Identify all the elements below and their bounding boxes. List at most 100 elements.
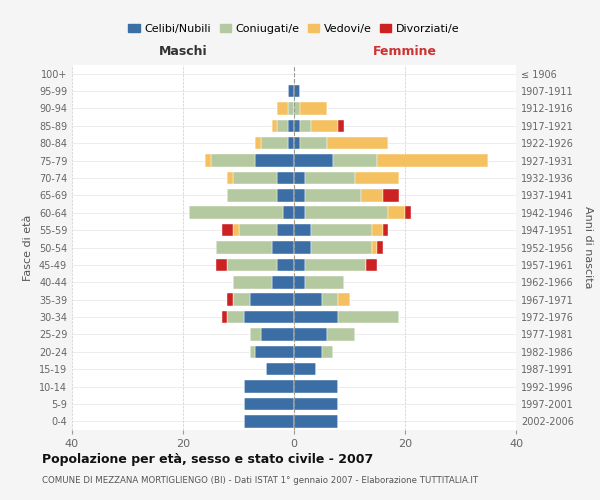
Bar xyxy=(305,258,366,271)
Bar xyxy=(361,189,383,202)
Bar xyxy=(405,206,410,219)
Bar xyxy=(244,398,294,410)
Bar xyxy=(294,380,338,393)
Text: Popolazione per età, sesso e stato civile - 2007: Popolazione per età, sesso e stato civil… xyxy=(42,452,373,466)
Bar xyxy=(388,206,405,219)
Bar xyxy=(244,415,294,428)
Bar xyxy=(294,120,299,132)
Bar xyxy=(216,258,227,271)
Bar xyxy=(244,380,294,393)
Text: COMUNE DI MEZZANA MORTIGLIENGO (BI) - Dati ISTAT 1° gennaio 2007 - Elaborazione : COMUNE DI MEZZANA MORTIGLIENGO (BI) - Da… xyxy=(42,476,478,485)
Bar xyxy=(294,415,338,428)
Bar xyxy=(377,241,383,254)
Bar xyxy=(227,311,244,324)
Bar xyxy=(328,137,388,149)
Bar xyxy=(222,224,233,236)
Bar xyxy=(311,120,338,132)
Y-axis label: Anni di nascita: Anni di nascita xyxy=(583,206,593,289)
Bar xyxy=(217,241,272,254)
Bar xyxy=(272,241,294,254)
Bar xyxy=(294,398,338,410)
Bar xyxy=(239,224,277,236)
Bar xyxy=(255,137,260,149)
Bar xyxy=(294,294,322,306)
Bar xyxy=(305,276,344,288)
Bar xyxy=(311,224,372,236)
Bar xyxy=(277,224,294,236)
Bar xyxy=(294,241,311,254)
Bar xyxy=(227,294,233,306)
Bar xyxy=(305,189,361,202)
Bar xyxy=(294,154,333,167)
Bar xyxy=(372,241,377,254)
Bar xyxy=(244,311,294,324)
Bar xyxy=(211,154,255,167)
Bar xyxy=(294,224,311,236)
Bar xyxy=(333,154,377,167)
Bar xyxy=(283,206,294,219)
Text: Femmine: Femmine xyxy=(373,44,437,58)
Bar xyxy=(233,224,239,236)
Bar xyxy=(305,172,355,184)
Bar xyxy=(372,224,383,236)
Bar xyxy=(260,328,294,340)
Bar xyxy=(294,346,322,358)
Bar xyxy=(322,294,338,306)
Bar xyxy=(338,311,400,324)
Bar xyxy=(272,120,277,132)
Bar xyxy=(294,137,299,149)
Bar xyxy=(250,328,260,340)
Bar xyxy=(299,102,328,115)
Bar xyxy=(227,172,233,184)
Bar xyxy=(294,102,299,115)
Text: Maschi: Maschi xyxy=(158,44,208,58)
Bar xyxy=(294,172,305,184)
Bar xyxy=(294,328,328,340)
Bar xyxy=(266,363,294,376)
Bar xyxy=(299,137,328,149)
Bar xyxy=(328,328,355,340)
Bar xyxy=(255,154,294,167)
Bar xyxy=(294,258,305,271)
Bar xyxy=(233,276,272,288)
Bar xyxy=(250,294,294,306)
Bar xyxy=(383,189,400,202)
Bar xyxy=(272,276,294,288)
Bar xyxy=(277,120,289,132)
Bar xyxy=(205,154,211,167)
Bar xyxy=(294,363,316,376)
Bar xyxy=(338,120,344,132)
Bar xyxy=(294,276,305,288)
Bar xyxy=(250,346,255,358)
Bar xyxy=(222,311,227,324)
Bar xyxy=(289,120,294,132)
Bar xyxy=(227,189,277,202)
Bar xyxy=(277,189,294,202)
Bar xyxy=(322,346,333,358)
Bar xyxy=(255,346,294,358)
Bar xyxy=(305,206,388,219)
Bar xyxy=(233,172,277,184)
Bar xyxy=(299,120,311,132)
Bar xyxy=(277,102,289,115)
Bar xyxy=(289,137,294,149)
Bar xyxy=(227,258,277,271)
Bar xyxy=(377,154,488,167)
Bar xyxy=(289,102,294,115)
Bar xyxy=(294,206,305,219)
Bar xyxy=(277,172,294,184)
Bar xyxy=(294,85,299,98)
Bar xyxy=(294,189,305,202)
Bar xyxy=(338,294,349,306)
Bar xyxy=(383,224,388,236)
Bar xyxy=(294,311,338,324)
Y-axis label: Fasce di età: Fasce di età xyxy=(23,214,33,280)
Bar xyxy=(260,137,289,149)
Bar xyxy=(355,172,400,184)
Bar xyxy=(233,294,250,306)
Bar xyxy=(311,241,372,254)
Bar xyxy=(289,85,294,98)
Bar xyxy=(277,258,294,271)
Bar xyxy=(366,258,377,271)
Bar xyxy=(188,206,283,219)
